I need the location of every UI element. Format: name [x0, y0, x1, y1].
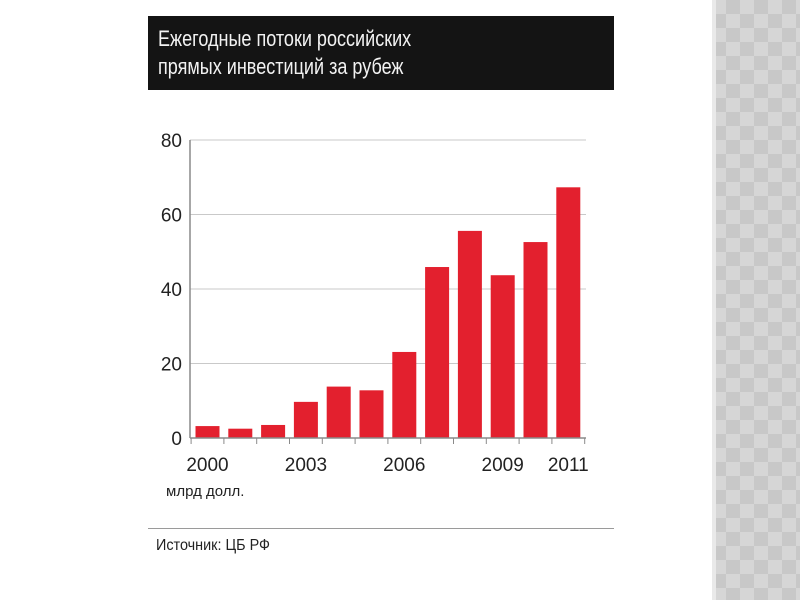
bar-2006 — [392, 351, 417, 438]
chart-title-line-2: прямых инвестиций за рубеж — [158, 54, 404, 79]
y-tick-label-60: 60 — [161, 206, 182, 227]
x-tick-label-2006: 2006 — [383, 455, 425, 476]
y-tick-label-20: 20 — [161, 355, 182, 376]
bar-2000 — [195, 426, 220, 438]
source-note: Источник: ЦБ РФ — [156, 537, 270, 554]
x-tick-label-2011: 2011 — [548, 455, 589, 476]
source-divider — [148, 528, 614, 529]
x-tick-label-2003: 2003 — [285, 455, 327, 476]
bar-2007 — [425, 267, 450, 438]
y-tick-label-0: 0 — [171, 429, 182, 450]
y-tick-label-40: 40 — [161, 280, 182, 301]
y-unit-label: млрд долл. — [166, 483, 244, 500]
bar-2001 — [228, 428, 253, 438]
chart-title-banner: Ежегодные потоки российских прямых инвес… — [148, 16, 614, 90]
bar-2004 — [326, 386, 351, 438]
x-tick-label-2000: 2000 — [186, 455, 228, 476]
bar-2011 — [556, 187, 581, 438]
bar-2008 — [457, 230, 482, 438]
bar-2009 — [490, 275, 515, 438]
bar-2005 — [359, 390, 384, 438]
bar-2002 — [261, 424, 286, 438]
x-tick-label-2009: 2009 — [482, 455, 524, 476]
decorative-pattern-strip — [712, 0, 800, 600]
pattern-strip-edge — [712, 0, 716, 600]
bar-2003 — [293, 401, 318, 438]
bar-2010 — [523, 242, 548, 438]
chart-title-line-1: Ежегодные потоки российских — [158, 26, 412, 51]
y-tick-label-80: 80 — [161, 131, 182, 152]
